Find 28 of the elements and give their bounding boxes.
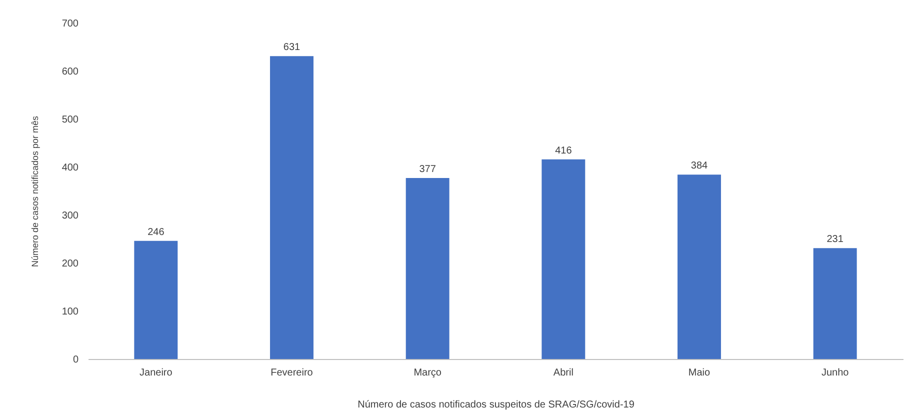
y-tick-label: 600	[62, 66, 79, 78]
bar	[678, 174, 721, 359]
x-tick-label: Fevereiro	[270, 368, 314, 378]
data-label: 231	[826, 234, 844, 246]
x-axis-title: Número de casos notificados suspeitos de SRAG/SG/covid-19	[358, 400, 635, 410]
y-axis-title: Número de casos notificados por mês	[30, 115, 40, 268]
data-label: 246	[148, 226, 165, 238]
y-tick-label: 400	[62, 162, 79, 174]
bar	[270, 56, 314, 359]
y-tick-label: 500	[62, 114, 79, 126]
bar	[813, 248, 857, 359]
y-tick-label: 300	[62, 210, 79, 222]
bar	[406, 178, 450, 359]
y-tick-label: 200	[62, 258, 79, 270]
y-tick-label: 0	[72, 354, 79, 366]
y-tick-label: 700	[62, 18, 79, 30]
bar	[134, 240, 178, 359]
x-tick-label: Junho	[821, 368, 850, 378]
data-label: 384	[690, 160, 708, 172]
data-label: 416	[555, 145, 572, 156]
x-tick-label: Maio	[688, 368, 711, 378]
x-tick-label: Março	[414, 368, 442, 378]
bar	[542, 159, 586, 359]
x-tick-label: Abril	[553, 368, 574, 378]
y-tick-label: 100	[62, 306, 79, 318]
data-label: 631	[283, 42, 301, 54]
data-label: 377	[419, 164, 436, 176]
x-tick-label: Janeiro	[140, 368, 173, 378]
